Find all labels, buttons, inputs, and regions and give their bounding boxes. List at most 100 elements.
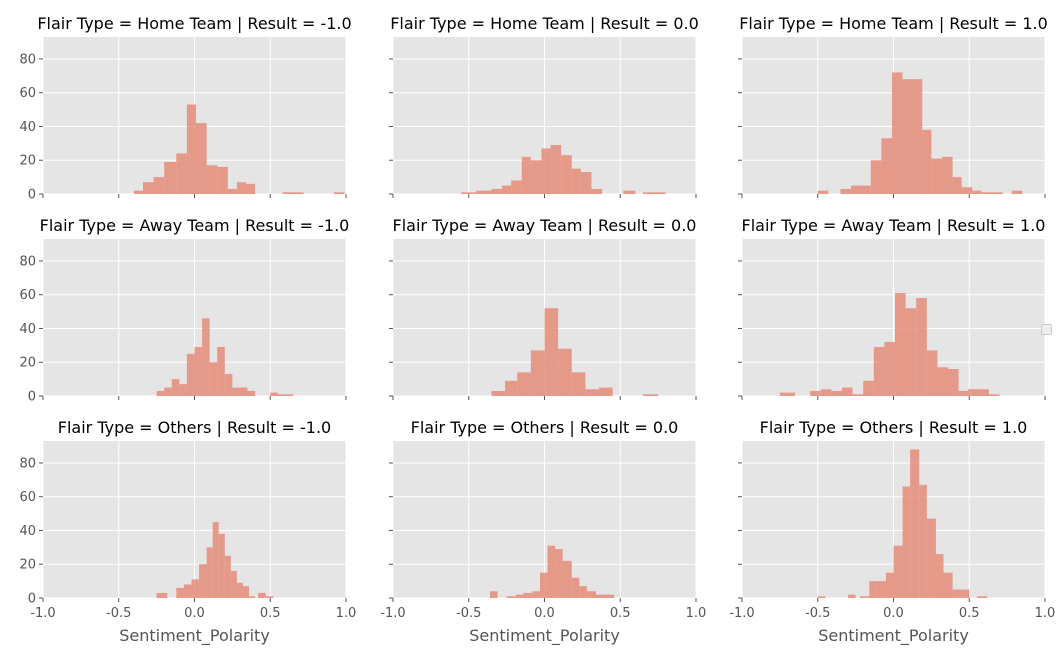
histogram-bar <box>227 188 237 194</box>
histogram-bar <box>902 486 911 598</box>
histogram-bar <box>561 155 572 194</box>
facet-panel: Flair Type = Away Team | Result = -1.0 0 2… <box>19 216 349 405</box>
histogram-bar <box>895 293 906 396</box>
histogram-bar <box>489 591 498 598</box>
histogram-bar <box>571 168 581 194</box>
histogram-bar <box>558 348 572 396</box>
panel-title: Flair Type = Others | Result = 0.0 <box>411 418 679 437</box>
histogram-bar <box>810 390 821 396</box>
x-tick-label: 0.5 <box>959 606 980 621</box>
histogram-bar <box>236 582 243 598</box>
histogram-bar <box>202 318 210 396</box>
y-tick-label: 40 <box>19 524 36 539</box>
histogram-bar <box>246 183 256 194</box>
x-tick-label: -0.5 <box>456 606 481 621</box>
x-tick-label: 0.5 <box>610 606 631 621</box>
panel-title: Flair Type = Others | Result = 1.0 <box>760 418 1028 437</box>
histogram-bar <box>978 389 989 396</box>
histogram-bar <box>491 390 506 396</box>
histogram-bar <box>952 589 962 598</box>
panel-title: Flair Type = Away Team | Result = 0.0 <box>393 216 697 235</box>
histogram-bar <box>961 589 970 598</box>
facet-panel: Flair Type = Others | Result = 0.0 -1.0 -0… <box>380 418 706 646</box>
histogram-bar <box>333 192 345 194</box>
histogram-bar <box>571 577 580 598</box>
histogram-bar <box>191 579 200 598</box>
histogram-bar <box>532 591 540 598</box>
histogram-bar <box>919 484 927 598</box>
y-tick-label: 0 <box>28 188 36 203</box>
facet-panel: Flair Type = Home Team | Result = 1.0 <box>738 14 1048 198</box>
x-tick-label: -0.5 <box>805 606 830 621</box>
histogram-bar <box>910 449 920 598</box>
histogram-bar <box>884 341 896 396</box>
histogram-bar <box>550 145 562 194</box>
histogram-bar <box>891 72 903 194</box>
histogram-bar <box>852 394 864 396</box>
histogram-bar <box>258 592 266 598</box>
histogram-bar <box>232 387 240 396</box>
histogram-bar <box>523 592 533 598</box>
histogram-bar <box>591 188 603 194</box>
x-tick-label: -0.5 <box>106 606 131 621</box>
histogram-bar <box>976 596 988 598</box>
histogram-bar <box>961 187 973 194</box>
histogram-bar <box>511 180 522 194</box>
y-tick-label: 80 <box>19 52 36 67</box>
histogram-bar <box>642 192 666 194</box>
histogram-bar <box>176 587 184 598</box>
histogram-bar <box>893 545 903 598</box>
y-tick-label: 80 <box>19 254 36 269</box>
histogram-bar <box>502 185 512 194</box>
x-tick-label: -1.0 <box>30 606 55 621</box>
histogram-bar <box>199 564 207 598</box>
histogram-bar <box>547 545 556 598</box>
histogram-bar <box>967 389 979 396</box>
histogram-bar <box>881 138 892 194</box>
histogram-bar <box>905 308 917 396</box>
y-tick-label: 40 <box>19 322 36 337</box>
histogram-bar <box>176 153 187 194</box>
histogram-bar <box>506 596 516 598</box>
x-tick-label: -1.0 <box>380 606 405 621</box>
y-tick-label: 0 <box>28 390 36 405</box>
histogram-bar <box>539 572 548 598</box>
histogram-bar <box>164 387 172 396</box>
y-tick-label: 0 <box>28 592 36 607</box>
histogram-bar <box>817 596 826 598</box>
histogram-bar <box>179 384 187 396</box>
histogram-bar <box>515 594 524 598</box>
histogram-bar <box>580 172 592 194</box>
histogram-bar <box>249 596 256 598</box>
histogram-bar <box>873 347 885 396</box>
histogram-bar <box>931 158 942 194</box>
histogram-bar <box>133 190 143 194</box>
histogram-bar <box>277 394 293 396</box>
histogram-bar <box>916 298 927 396</box>
histogram-bar <box>164 161 177 194</box>
histogram-bar <box>831 390 842 396</box>
panel-title: Flair Type = Away Team | Result = -1.0 <box>40 216 350 235</box>
histogram-bar <box>194 347 203 396</box>
y-tick-label: 20 <box>19 154 36 169</box>
histogram-bar <box>958 390 968 396</box>
histogram-bar <box>876 581 886 598</box>
x-axis-label: Sentiment_Polarity <box>469 626 620 646</box>
histogram-bar <box>926 518 936 598</box>
y-tick-label: 40 <box>19 120 36 135</box>
histogram-bar <box>779 392 796 396</box>
histogram-bar <box>183 584 192 598</box>
histogram-bar <box>218 533 225 598</box>
histogram-bar <box>544 308 559 396</box>
histogram-bar <box>943 572 953 598</box>
histogram-bar <box>860 596 870 598</box>
histogram-bar <box>282 192 304 194</box>
x-axis-label: Sentiment_Polarity <box>818 626 969 646</box>
histogram-bar <box>230 570 237 598</box>
histogram-bar <box>605 594 615 598</box>
histogram-bar <box>555 549 563 598</box>
y-tick-label: 60 <box>19 490 36 505</box>
histogram-bar <box>156 390 165 396</box>
x-tick-label: 0.5 <box>260 606 281 621</box>
x-tick-label: 0.0 <box>534 606 555 621</box>
